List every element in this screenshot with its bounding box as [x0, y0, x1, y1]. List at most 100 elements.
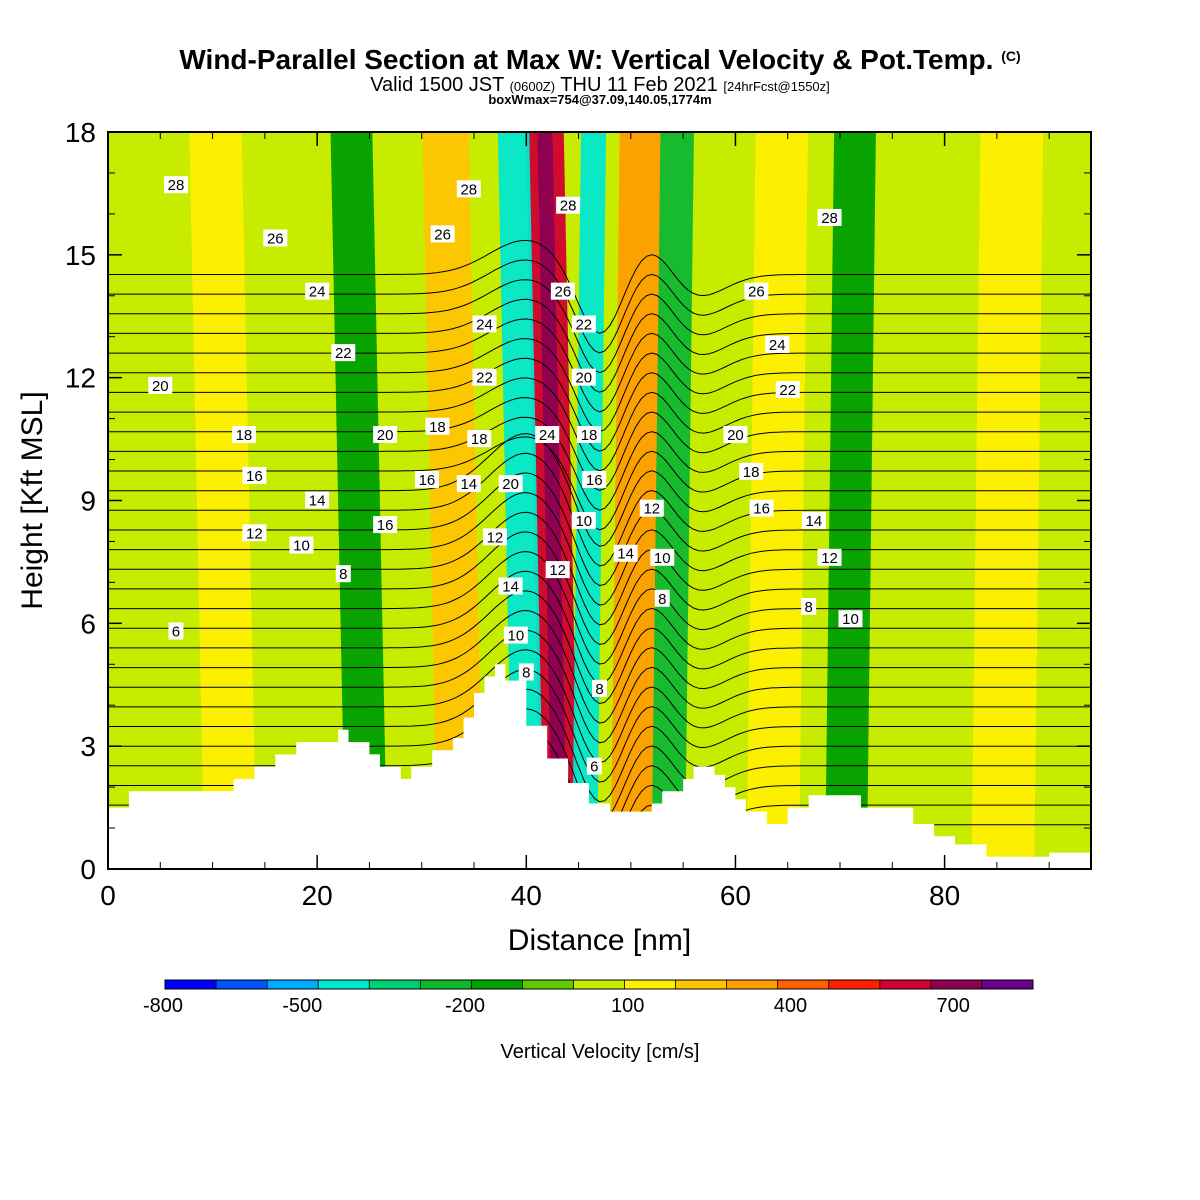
contour-label-bg: [472, 368, 497, 386]
contour-label-bg: [331, 344, 356, 362]
theta-contour-19: [108, 433, 1091, 547]
contour-label-bg: [654, 589, 670, 607]
contour-label-text: 10: [654, 550, 671, 567]
theta-contour-18: [108, 452, 1091, 567]
contour-label-bg: [425, 417, 450, 435]
contour-label-bg: [163, 176, 188, 194]
contour-label-8: 22: [331, 344, 356, 362]
contour-label-6: 18: [231, 425, 256, 444]
contour-label-text: 8: [658, 591, 666, 608]
contour-label-bg: [723, 425, 748, 443]
y-tick-label-2: 6: [80, 608, 96, 639]
contour-label-22: 8: [801, 597, 817, 616]
contour-label-text: 18: [471, 431, 488, 448]
colorbar-tick-label-5: 700: [937, 995, 970, 1017]
contour-label-text: 14: [502, 578, 519, 595]
contour-label-bg: [498, 475, 523, 493]
contour-label-2: 10: [289, 536, 314, 555]
x-tick-label-1: 20: [302, 880, 333, 911]
contour-label-51: 8: [592, 679, 607, 698]
contour-label-text: 24: [769, 337, 786, 354]
theta-contour-30: [108, 239, 1091, 334]
colorbar-swatch-8: [573, 980, 626, 989]
contour-label-bg: [414, 471, 439, 489]
colorbar: -800 -500 -200 100 400 700 Vertical Velocity […: [143, 979, 1034, 1063]
contour-label-34: 12: [482, 528, 507, 546]
contour-labels: 6 8 10 12 14 16 18 20 22 24 26 28 28 26 24 22 20 18 16 14 12…: [148, 176, 863, 776]
contour-label-bg: [373, 425, 398, 443]
contour-label-text: 14: [806, 513, 823, 530]
contour-label-43: 20: [571, 368, 596, 387]
theta-contour-27: [108, 298, 1091, 393]
theta-contour-23: [108, 377, 1091, 472]
contour-label-bg: [765, 335, 790, 353]
contour-label-44: 18: [577, 425, 602, 444]
contour-label-bg: [577, 425, 602, 443]
contour-label-bg: [571, 511, 596, 529]
contour-label-bg: [586, 757, 602, 775]
theta-contour-20: [108, 436, 1091, 531]
contour-label-bg: [305, 491, 330, 509]
theta-contour-7: [108, 668, 1091, 783]
chart-title-text: Wind-Parallel Section at Max W: Vertical…: [179, 44, 994, 75]
contour-label-12: 28: [817, 208, 842, 227]
y-tick-label-4: 12: [65, 363, 96, 394]
terrain-mask: [108, 664, 1091, 869]
contour-label-42: 22: [571, 315, 596, 333]
contour-label-text: 24: [309, 284, 326, 301]
contour-label-bg: [744, 282, 769, 300]
contour-label-text: 26: [434, 226, 451, 243]
contour-label-33: 20: [498, 475, 523, 493]
contour-label-text: 20: [377, 427, 394, 444]
contour-label-text: 26: [267, 230, 284, 247]
contour-label-bg: [168, 622, 184, 640]
contour-label-bg: [801, 597, 817, 615]
colorbar-tick-label-4: 400: [774, 995, 807, 1017]
colorbar-swatch-9: [624, 980, 677, 989]
chart-subtitle: Valid 1500 JST (0600Z) THU 11 Feb 2021 […: [0, 74, 1200, 97]
y-tick-label-5: 15: [65, 240, 96, 271]
colorbar-tick-label-2: -200: [445, 995, 485, 1017]
contour-label-bg: [817, 548, 842, 566]
contour-label-bg: [305, 282, 330, 300]
contour-label-text: 8: [595, 681, 603, 698]
box-wmax-line: boxWmax=754@37.09,140.05,1774m: [488, 92, 712, 107]
x-tick-label-0: 0: [100, 880, 116, 911]
terrain: [108, 664, 1091, 869]
contour-label-text: 6: [590, 759, 598, 776]
contour-label-text: 16: [246, 468, 263, 485]
contour-label-text: 8: [804, 599, 812, 616]
contour-label-39: 12: [545, 561, 570, 579]
velocity-band-9: [825, 132, 876, 869]
contour-label-bg: [148, 376, 173, 394]
contour-label-text: 24: [539, 427, 556, 444]
x-tick-label-3: 60: [720, 880, 751, 911]
contour-label-17: 18: [739, 462, 764, 481]
contour-label-bg: [482, 528, 507, 546]
contour-label-49: 10: [650, 548, 675, 567]
contour-label-text: 26: [555, 284, 572, 301]
contour-label-bg: [582, 471, 607, 489]
colorbar-tick-label-1: -500: [282, 995, 322, 1017]
x-axis-label: Distance [nm]: [508, 924, 691, 957]
velocity-core-0: [537, 132, 568, 869]
y-tick-label-6: 18: [65, 117, 96, 148]
contour-label-text: 18: [236, 427, 253, 444]
colorbar-swatch-1: [216, 980, 268, 989]
contour-label-28: 18: [425, 417, 450, 436]
contour-label-52: 6: [586, 757, 602, 776]
contour-label-bg: [472, 315, 497, 333]
contour-label-text: 12: [643, 501, 660, 518]
contour-label-14: 24: [765, 335, 790, 354]
theta-contour-15: [108, 511, 1091, 626]
contour-label-text: 28: [168, 177, 185, 194]
contour-label-bg: [650, 548, 675, 566]
contour-label-32: 16: [373, 516, 398, 534]
theta-contour-21: [108, 416, 1091, 511]
contour-label-0: 6: [168, 622, 184, 641]
colorbar-swatch-2: [267, 980, 319, 989]
theta-contour-11: [108, 590, 1091, 705]
contour-label-bg: [456, 180, 481, 198]
contour-label-bg: [739, 462, 764, 480]
contour-label-text: 12: [487, 529, 504, 546]
